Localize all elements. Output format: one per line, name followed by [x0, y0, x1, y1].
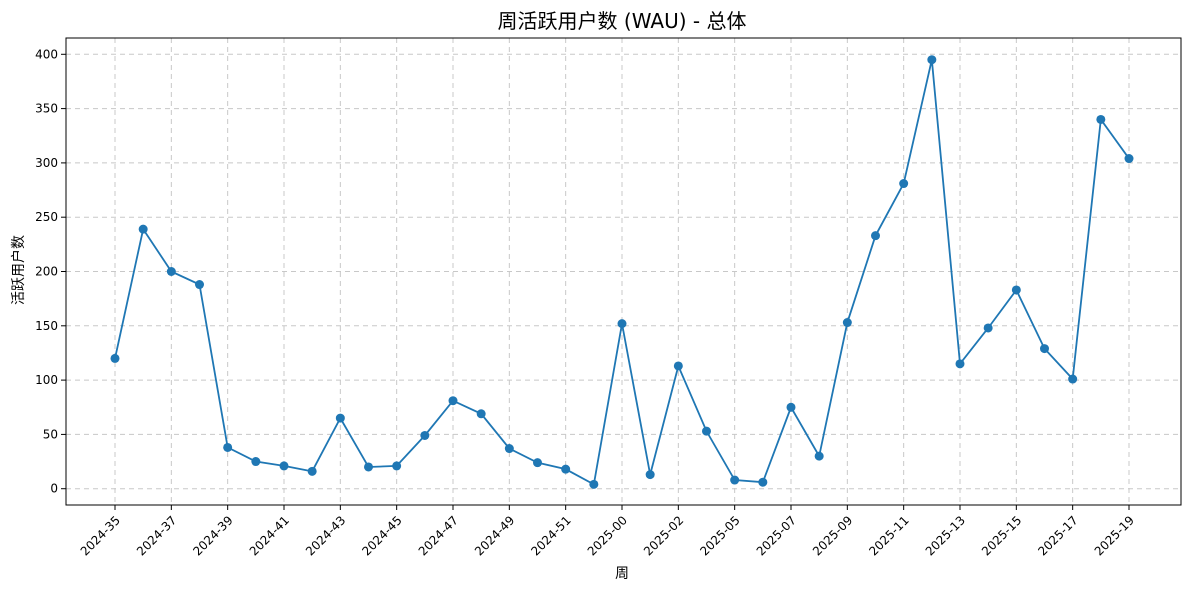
- data-point: [307, 466, 317, 476]
- x-tick-label: 2025-02: [641, 513, 686, 558]
- data-point: [983, 323, 993, 333]
- data-point: [335, 413, 345, 423]
- data-point: [420, 430, 430, 440]
- data-point: [842, 318, 852, 328]
- data-point: [927, 55, 937, 65]
- data-point: [251, 457, 261, 467]
- x-tick-label: 2024-43: [303, 513, 348, 558]
- data-point: [392, 461, 402, 471]
- data-point: [561, 464, 571, 474]
- data-point: [138, 224, 148, 234]
- data-point: [1068, 374, 1078, 384]
- x-axis-label: 周: [615, 566, 629, 582]
- x-tick-label: 2024-39: [190, 513, 235, 558]
- data-point: [476, 409, 486, 419]
- x-tick-label: 2025-00: [585, 513, 630, 558]
- data-point: [533, 458, 542, 468]
- data-point: [195, 280, 204, 290]
- x-tick-label: 2025-19: [1092, 513, 1137, 558]
- data-point: [1124, 154, 1134, 164]
- y-tick-label: 250: [35, 210, 58, 224]
- data-point: [814, 451, 824, 461]
- x-tick-label: 2025-15: [979, 513, 1024, 558]
- data-point: [786, 402, 796, 412]
- chart-title: 周活跃用户数 (WAU) - 总体: [498, 9, 747, 33]
- y-axis-label: 活跃用户数: [10, 235, 27, 305]
- data-point: [871, 231, 880, 241]
- data-point: [504, 444, 514, 454]
- data-point: [589, 479, 599, 489]
- data-point: [279, 461, 289, 471]
- data-point: [617, 319, 627, 329]
- x-tick-label: 2024-35: [78, 513, 123, 558]
- x-tick-label: 2024-51: [528, 513, 573, 558]
- x-tick-label: 2024-47: [416, 513, 461, 558]
- data-point: [1011, 285, 1021, 295]
- x-tick-label: 2024-45: [359, 513, 404, 558]
- data-point: [899, 179, 909, 189]
- y-tick-label: 300: [35, 156, 58, 170]
- x-tick-label: 2025-17: [1035, 513, 1080, 558]
- data-point: [1096, 114, 1106, 124]
- y-tick-label: 150: [35, 319, 58, 333]
- y-tick-label: 100: [35, 373, 58, 387]
- data-point: [673, 361, 683, 371]
- data-point: [645, 470, 655, 480]
- x-tick-label: 2025-07: [754, 513, 799, 558]
- x-tick-label: 2024-41: [247, 513, 292, 558]
- data-point: [448, 396, 458, 406]
- data-point: [730, 475, 740, 485]
- y-tick-label: 50: [43, 427, 58, 441]
- x-tick-label: 2024-37: [134, 513, 179, 558]
- data-point: [955, 359, 965, 369]
- data-point: [364, 462, 373, 472]
- series-layer: [110, 55, 1134, 489]
- y-tick-label: 200: [35, 265, 58, 279]
- x-tick-label: 2025-05: [697, 513, 742, 558]
- y-tick-label: 350: [35, 102, 58, 116]
- data-point: [166, 267, 176, 276]
- data-point: [702, 426, 711, 436]
- x-tick-label: 2025-11: [866, 513, 911, 558]
- grid-layer: [66, 38, 1181, 505]
- data-point: [223, 442, 233, 452]
- data-point: [1040, 344, 1049, 354]
- x-tick-label: 2025-13: [923, 513, 968, 558]
- data-point: [110, 353, 120, 363]
- x-tick-label: 2024-49: [472, 513, 517, 558]
- x-tick-label: 2025-09: [810, 513, 855, 558]
- y-tick-label: 400: [35, 47, 58, 61]
- data-point: [758, 477, 768, 487]
- y-tick-label: 0: [50, 482, 58, 496]
